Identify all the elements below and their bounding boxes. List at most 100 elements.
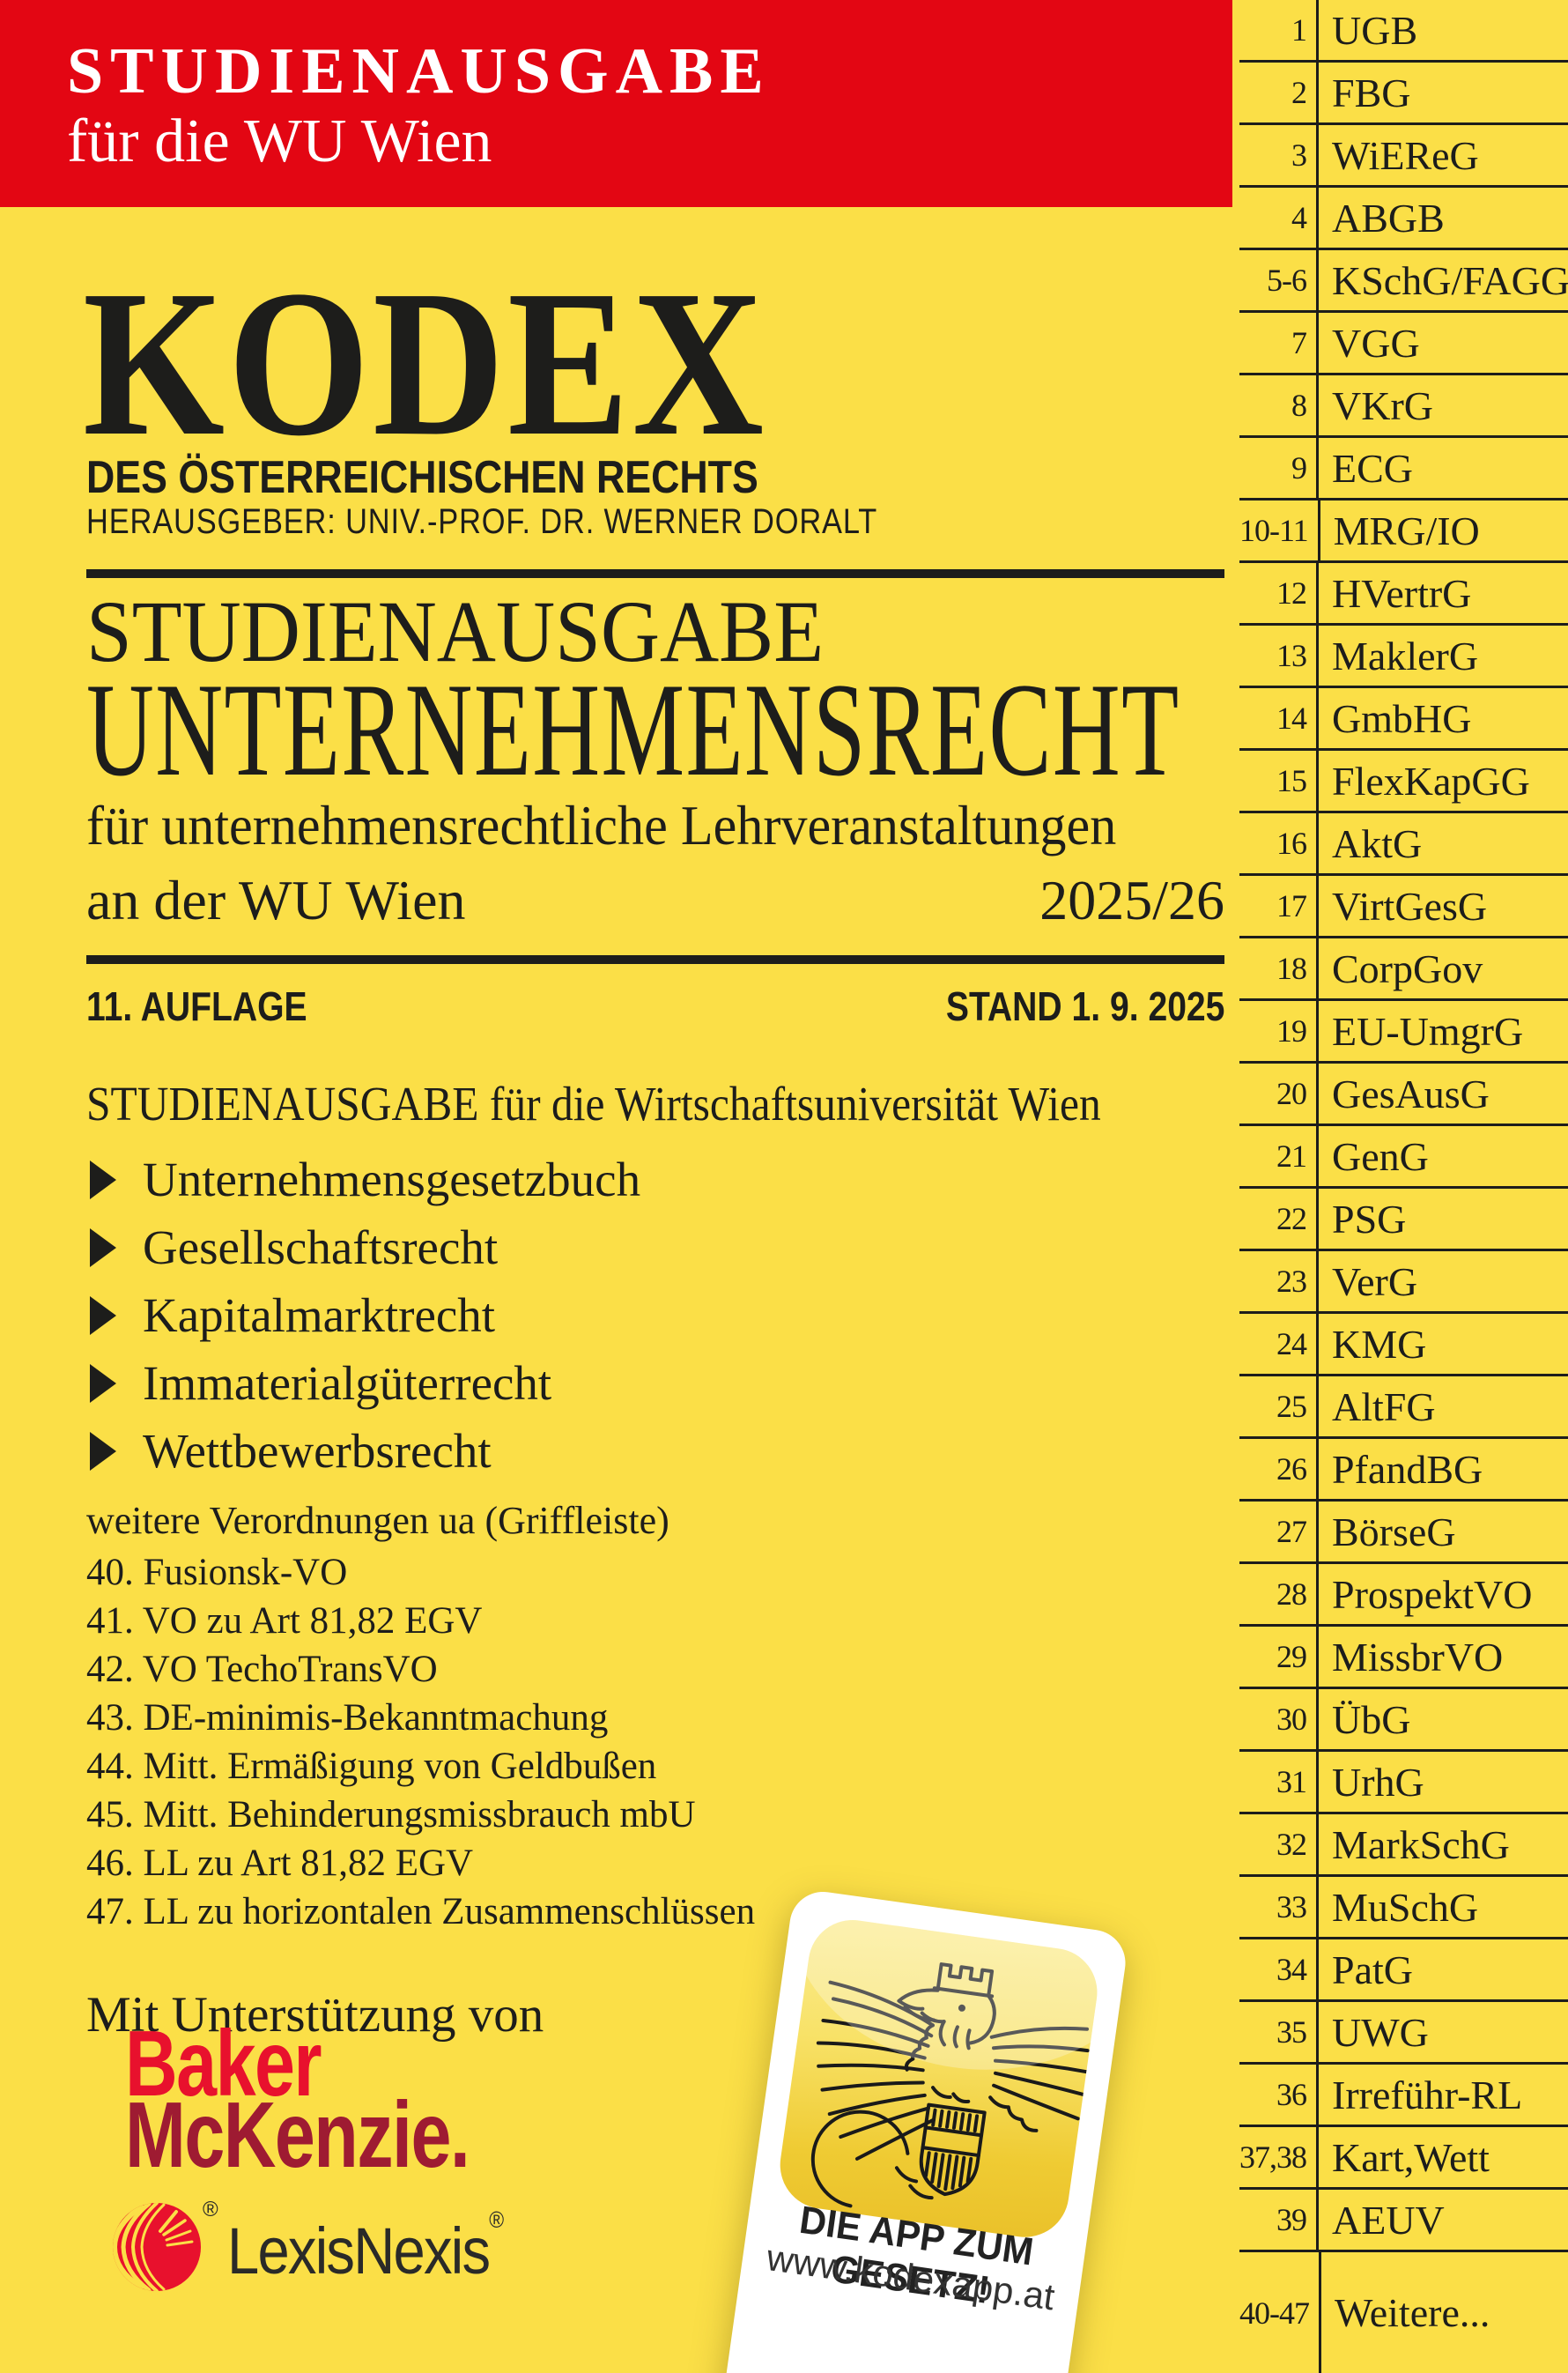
brand-editor: HERAUSGEBER: UNIV.-PROF. DR. WERNER DORA… [86,502,878,541]
list-item: 44. Mitt. Ermäßigung von Geldbußen [86,1746,657,1787]
bullet-label: Immaterialgüterrecht [143,1356,552,1410]
right-triangle-icon [90,1363,116,1403]
brand-subtitle: DES ÖSTERREICHISCHEN RECHTS [86,452,758,503]
index-label: WiEReG [1332,132,1479,178]
index-label: VGG [1332,320,1420,366]
edition-number: 11. AUFLAGE [86,983,307,1029]
table-row: 2 FBG [1239,63,1568,125]
index-label: ECG [1332,445,1413,491]
table-row: 34 PatG [1239,1939,1568,2002]
index-number: 33 [1239,1877,1319,1937]
table-row: 3 WiEReG [1239,125,1568,188]
index-label: GenG [1332,1133,1429,1179]
list-item: Wettbewerbsrecht [90,1417,640,1485]
index-number: 17 [1239,876,1319,936]
right-triangle-icon [90,1295,116,1335]
griffleiste-block: weitere Verordnungen ua (Griffleiste) 40… [86,1496,755,1936]
title-line4: an der WU Wien [86,869,466,931]
index-number: 9 [1239,438,1319,498]
table-row: 39 AEUV [1239,2190,1568,2252]
table-row: 27 BörseG [1239,1502,1568,1564]
index-label: MaklerG [1332,633,1479,679]
table-row: 7 VGG [1239,313,1568,375]
index-label: VKrG [1332,382,1433,428]
index-label: CorpGov [1332,945,1483,991]
table-row: 25 AltFG [1239,1376,1568,1439]
index-label: FBG [1332,70,1411,115]
edition-date: STAND 1. 9. 2025 [945,983,1224,1029]
index-number: 32 [1239,1814,1319,1874]
index-number: 34 [1239,1939,1319,1999]
index-label: PatG [1332,1947,1413,1992]
list-item: Gesellschaftsrecht [90,1213,640,1281]
list-item: Immaterialgüterrecht [90,1349,640,1417]
index-number: 22 [1239,1189,1319,1249]
index-number: 5-6 [1239,250,1319,310]
publisher-name: LexisNexis® [227,2206,504,2288]
index-label: AEUV [1332,2197,1445,2243]
table-row: 20 GesAusG [1239,1064,1568,1126]
index-label: VerG [1332,1258,1418,1304]
index-number: 24 [1239,1314,1319,1374]
index-number: 8 [1239,375,1319,435]
index-label: Kart,Wett [1332,2134,1490,2180]
bullet-label: Wettbewerbsrecht [143,1424,492,1478]
index-number: 1 [1239,0,1319,60]
index-number: 13 [1239,626,1319,686]
index-number: 12 [1239,563,1319,623]
index-number: 27 [1239,1502,1319,1561]
red-banner: STUDIENAUSGABE für die WU Wien [0,0,1232,207]
index-label: ProspektVO [1332,1571,1533,1617]
table-row: 1 UGB [1239,0,1568,63]
divider-rule-bottom [86,955,1224,964]
index-label: UWG [1332,2009,1429,2055]
registered-mark: ® [203,2198,218,2221]
index-label: MarkSchG [1332,1821,1510,1867]
index-number: 20 [1239,1064,1319,1123]
table-row: 15 FlexKapGG [1239,751,1568,813]
title-line3: für unternehmensrechtliche Lehrveranstal… [86,794,1117,857]
table-row: 28 ProspektVO [1239,1564,1568,1627]
table-row: 23 VerG [1239,1251,1568,1314]
index-number: 30 [1239,1689,1319,1749]
index-label: Irreführ-RL [1332,2072,1523,2117]
index-label: VirtGesG [1332,883,1488,929]
brand-title: KODEX [83,248,767,479]
right-triangle-icon [90,1160,116,1199]
table-row: 40-47 Weitere... [1239,2252,1568,2373]
table-row: 12 HVertrG [1239,563,1568,626]
table-row: 33 MuSchG [1239,1877,1568,1939]
table-row: 32 MarkSchG [1239,1814,1568,1877]
contents-bullet-list: Unternehmensgesetzbuch Gesellschaftsrech… [90,1146,640,1485]
griffleiste-heading: weitere Verordnungen ua (Griffleiste) [86,1499,669,1542]
index-number: 21 [1239,1126,1319,1186]
table-row: 14 GmbHG [1239,688,1568,751]
table-row: 22 PSG [1239,1189,1568,1251]
index-label: ÜbG [1332,1696,1411,1742]
lexisnexis-logo: ® LexisNexis® [111,2198,540,2293]
lexisnexis-globe-icon: ® [111,2198,218,2293]
index-label: EU-UmgrG [1332,1008,1524,1054]
table-row: 13 MaklerG [1239,626,1568,688]
index-label: AktG [1332,820,1423,866]
table-row: 19 EU-UmgrG [1239,1001,1568,1064]
index-number: 40-47 [1239,2252,1321,2373]
app-icon [774,1914,1103,2243]
list-item: Unternehmensgesetzbuch [90,1146,640,1213]
contents-heading: STUDIENAUSGABE für die Wirtschaftsuniver… [86,1077,1101,1131]
table-row: 29 MissbrVO [1239,1627,1568,1689]
table-row: 35 UWG [1239,2002,1568,2065]
title-year: 2025/26 [1039,869,1224,931]
griffleiste-list: 40. Fusionsk-VO 41. VO zu Art 81,82 EGV … [86,1548,755,1936]
title-line2: UNTERNEHMENSRECHT [86,656,1180,804]
index-label: PSG [1332,1196,1407,1242]
index-number: 37,38 [1239,2127,1319,2187]
index-number: 15 [1239,751,1319,811]
index-number: 16 [1239,813,1319,873]
table-row: 4 ABGB [1239,188,1568,250]
index-label: ABGB [1332,195,1445,241]
list-item: 42. VO TechoTransVO [86,1649,438,1690]
index-number: 14 [1239,688,1319,748]
index-label: BörseG [1332,1509,1456,1554]
support-text: Mit Unterstützung von [86,1987,544,2043]
